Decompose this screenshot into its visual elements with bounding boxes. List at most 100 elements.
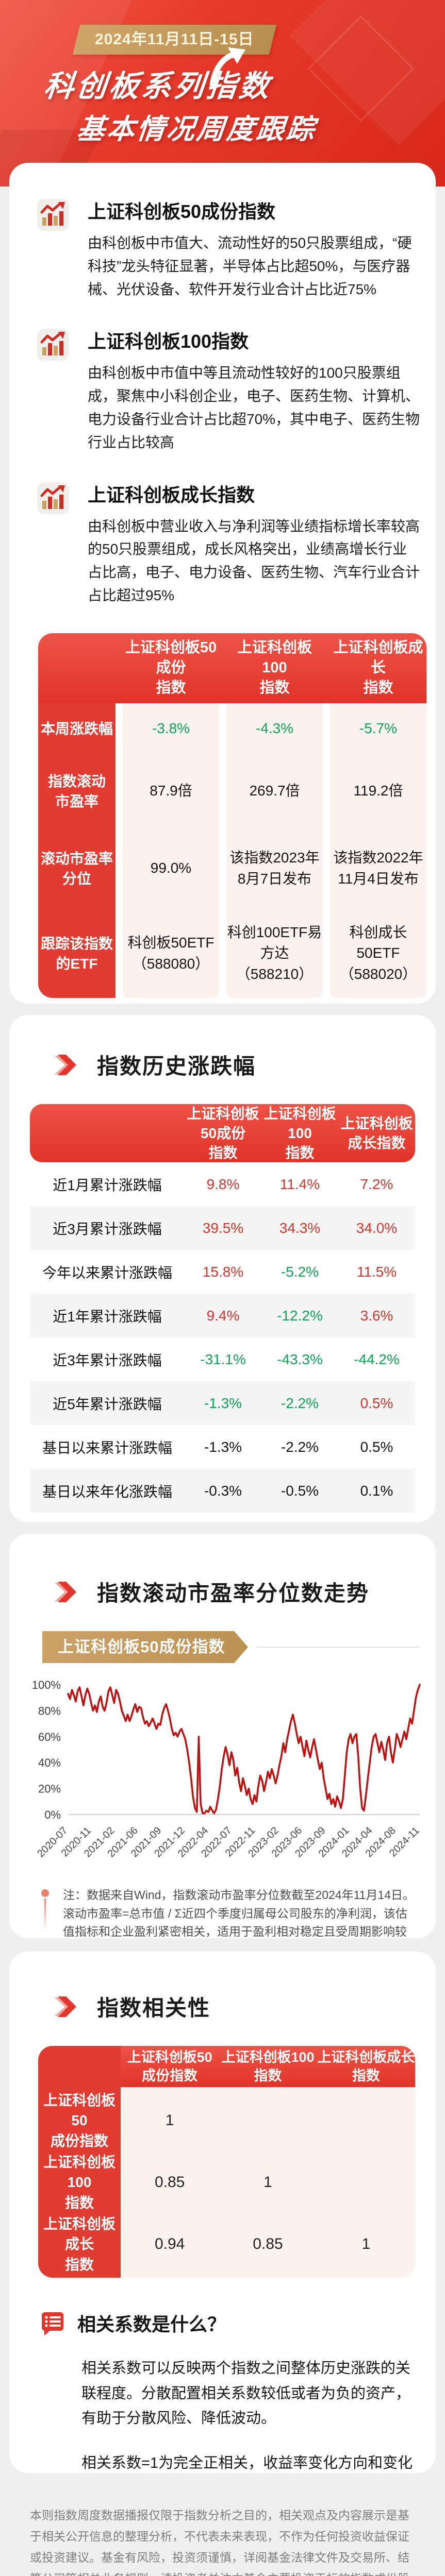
correlation-matrix: 1 0.85 1 0.94 0.85 1 [121, 2087, 415, 2278]
pe-percentile-card: 指数滚动市盈率分位数走势 上证科创板50成份指数 0% 20% 40% 60% 80% 1… [9, 1534, 436, 1938]
chevron-right-icon [55, 1996, 76, 2017]
section-title-pe: 指数滚动市盈率分位数走势 [97, 1581, 370, 1605]
history-cell: -2.2% [281, 1438, 319, 1455]
correlation-col-header: 上证科创板成长 指数 [317, 2049, 415, 2083]
section-title-history: 指数历史涨跌幅 [97, 1054, 256, 1078]
history-cell: 0.5% [360, 1438, 393, 1455]
history-table-row: 近3年累计涨跌幅 -31.1% -43.3% -44.2% [30, 1337, 415, 1381]
history-table-row: 近1月累计涨跌幅 9.8% 11.4% 7.2% [30, 1162, 415, 1206]
correlation-table-right: 上证科创板50 成份指数 上证科创板100 指数 上证科创板成长 指数 1 0.85 1… [121, 2046, 415, 2278]
y-axis-tick: 60% [38, 1731, 61, 1743]
up-trend-arrow-icon [209, 47, 245, 88]
summary-cell: -3.8% [123, 703, 219, 755]
history-col-header: 上证科创板100 指数 [263, 1106, 336, 1161]
history-row-label: 基日以来年化涨跌幅 [42, 1483, 172, 1500]
y-axis-tick: 0% [44, 1808, 61, 1821]
history-cell: -1.3% [204, 1438, 242, 1455]
summary-cell: 科创板50ETF （588080） [123, 909, 219, 998]
trend-chart-icon [37, 199, 69, 231]
trend-chart-icon [37, 329, 69, 361]
correlation-col-header: 上证科创板50 成份指数 [127, 2049, 212, 2083]
history-cell: -1.3% [204, 1395, 242, 1411]
history-table-header: 上证科创板50成份 指数 上证科创板100 指数 上证科创板 成长指数 [30, 1104, 415, 1163]
summary-cell: 99.0% [123, 827, 219, 909]
summary-cell: 科创100ETF易方达 （588210） [226, 909, 323, 998]
history-cell: 39.5% [202, 1219, 244, 1236]
history-table-row: 基日以来累计涨跌幅 -1.3% -2.2% 0.5% [30, 1425, 415, 1469]
correlation-value [317, 2154, 415, 2211]
history-cell: 34.3% [279, 1219, 321, 1236]
index-title-0: 上证科创板50成份指数 [88, 201, 276, 222]
summary-row-label: 跟踪该指数 的ETF [38, 909, 116, 998]
section-header-history: 指数历史涨跌幅 [9, 1049, 436, 1080]
history-returns-card: 指数历史涨跌幅 上证科创板50成份 指数 上证科创板100 指数 上证科创板 成长指… [9, 1015, 436, 1522]
correlation-table: 上证科创板50 成份指数 上证科创板100 指数 上证科创板成长 指数 上证科创板5… [38, 2046, 415, 2278]
history-cell: -2.2% [281, 1395, 319, 1411]
summary-cell: 科创成长50ETF （588020） [330, 909, 426, 998]
history-row-label: 近1年累计涨跌幅 [53, 1308, 162, 1325]
faq-paragraph-1: 相关系数可以反映两个指数之间整体历史涨跌的关联程度。分散配置相关系数较低或者为负… [81, 2360, 411, 2427]
chevron-right-icon [55, 1581, 76, 1602]
history-cell: 15.8% [202, 1263, 244, 1280]
pe-note-text: 注：数据来自Wind，指数滚动市盈率分位数截至2024年11月14日。滚动市盈率… [63, 1888, 415, 1938]
chart-badge-row: 上证科创板50成份指数 [42, 1631, 420, 1663]
summary-col-header: 上证科创板50成份 指数 [125, 639, 217, 697]
y-axis-tick: 20% [38, 1783, 61, 1795]
history-cell: 34.0% [356, 1219, 398, 1236]
section-header-pe: 指数滚动市盈率分位数走势 [9, 1576, 436, 1607]
index-intro-body: 上证科创板50成份指数 由科创板中市值大、流动性好的50只股票组成，“硬科技”龙头… [88, 197, 425, 301]
line-chart: 0%20%40%60%80%100%2020-072020-112021-022… [32, 1679, 422, 1859]
history-table-row: 基日以来年化涨跌幅 -0.3% -0.5% 0.1% [30, 1469, 415, 1513]
document-bubble-icon [42, 2312, 63, 2335]
index-desc-2: 由科创板中营业收入与净利润等业绩指标增长率较高的50只股票组成，成长风格突出，业… [88, 518, 420, 603]
correlation-value: 0.85 [253, 2235, 283, 2252]
correlation-value [219, 2087, 317, 2154]
correlation-value: 1 [361, 2235, 371, 2252]
pe-note: 注：数据来自Wind，指数滚动市盈率分位数截至2024年11月14日。滚动市盈率… [9, 1886, 436, 1938]
trend-chart-icon [37, 482, 69, 514]
index-intro-block: 上证科创板50成份指数 由科创板中市值大、流动性好的50只股票组成，“硬科技”龙头… [9, 197, 436, 301]
index-intro-block: 上证科创板100指数由科创板中市值中等且流动性较好的100只股票组成，聚焦中小科… [9, 327, 436, 454]
summary-cell: 119.2倍 [330, 754, 426, 828]
history-cell: -43.3% [277, 1351, 323, 1367]
section-title-correlation: 指数相关性 [97, 1996, 211, 2020]
history-cell: -31.1% [200, 1351, 246, 1367]
badge-divider-line [257, 1647, 420, 1648]
section-header-correlation: 指数相关性 [9, 1991, 436, 2022]
correlation-value [317, 2087, 415, 2154]
history-row-label: 近1月累计涨跌幅 [53, 1177, 162, 1193]
index-desc-1: 由科创板中市值中等且流动性较好的100只股票组成，聚焦中小科创企业，电子、医药生… [88, 365, 420, 450]
correlation-table-header: 上证科创板50 成份指数 上证科创板100 指数 上证科创板成长 指数 [121, 2046, 415, 2087]
summary-row-label: 本周涨跌幅 [38, 703, 116, 755]
correlation-card: 指数相关性 上证科创板50 成份指数 上证科创板100 指数 上证科创板成长 指数 … [9, 1952, 436, 2473]
history-table-row: 近5年累计涨跌幅 -1.3% -2.2% 0.5% [30, 1381, 415, 1426]
disclaimer-footer: 本则指数周度数据播报仅限于指数分析之目的，相关观点及内容展示是基于相关公开信息的… [30, 2509, 409, 2576]
summary-table: 上证科创板50成份 指数 上证科创板100 指数 上证科创板成长 指数 本周涨跌幅 -… [38, 633, 426, 998]
correlation-value: 0.94 [154, 2235, 185, 2252]
correlation-row-labels: 上证科创板50 成份指数 上证科创板100 指数 上证科创板成长 指数 [38, 2046, 121, 2278]
history-cell: 11.5% [356, 1263, 397, 1280]
poster-header: 2024年11月11日-15日 科创板系列指数 基本情况周度跟踪 [0, 0, 445, 187]
history-cell: 11.4% [279, 1176, 320, 1192]
correlation-row-label: 上证科创板100 指数 [43, 2154, 116, 2211]
index-intro-list: 上证科创板50成份指数 由科创板中市值大、流动性好的50只股票组成，“硬科技”龙头… [9, 197, 436, 607]
summary-cell: 269.7倍 [226, 754, 323, 828]
correlation-row-label: 上证科创板50 成份指数 [43, 2092, 116, 2149]
index-title-1: 上证科创板100指数 [88, 331, 249, 352]
history-col-header: 上证科创板50成份 指数 [187, 1106, 259, 1161]
index-intro-body: 上证科创板100指数由科创板中市值中等且流动性较好的100只股票组成，聚焦中小科… [88, 327, 425, 454]
summary-row-label: 滚动市盈率 分位 [38, 827, 116, 909]
summary-cell: -5.7% [330, 703, 426, 755]
history-table: 上证科创板50成份 指数 上证科创板100 指数 上证科创板 成长指数 近1月累计涨… [30, 1104, 415, 1513]
summary-cell: 87.9倍 [123, 754, 219, 828]
history-table-row: 近1年累计涨跌幅 9.4% -12.2% 3.6% [30, 1294, 415, 1338]
y-axis-tick: 40% [38, 1756, 61, 1769]
history-row-label: 近5年累计涨跌幅 [53, 1396, 162, 1412]
chart-index-badge: 上证科创板50成份指数 [42, 1631, 249, 1663]
history-cell: 9.4% [206, 1307, 240, 1324]
history-cell: -0.5% [281, 1482, 319, 1499]
faq-header: 相关系数是什么？ [40, 2310, 436, 2336]
correlation-value: 0.85 [154, 2174, 185, 2191]
poster-decor-outline-diamond [307, 15, 415, 122]
summary-col-header: 上证科创板100 指数 [237, 639, 312, 697]
